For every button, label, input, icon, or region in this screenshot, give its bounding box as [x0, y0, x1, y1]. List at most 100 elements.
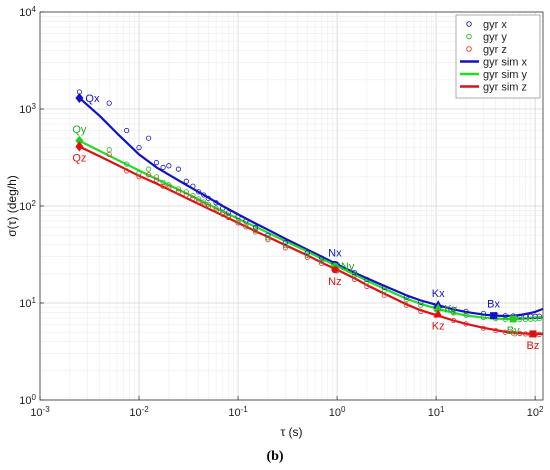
legend-label-4: gyr sim y	[483, 69, 528, 81]
series-point-0	[282, 239, 288, 246]
series-point-1	[183, 189, 189, 195]
series-point-0	[196, 189, 202, 195]
annotation-label-Ny: Ny	[341, 261, 355, 273]
series-point-0	[175, 166, 182, 172]
series-point-2	[418, 308, 424, 314]
y-tick-label: 103	[19, 102, 36, 117]
legend-swatch-1	[466, 33, 472, 40]
series-point-2	[304, 254, 310, 261]
series-point-2	[205, 204, 211, 210]
x-tick-label: 10-2	[129, 405, 149, 420]
grid	[39, 11, 543, 401]
legend-swatch-0	[466, 21, 472, 27]
series-point-2	[190, 195, 196, 201]
annotation-label-Qy: Qy	[72, 124, 87, 136]
series-point-0	[522, 313, 529, 319]
y-tick-label: 101	[19, 296, 36, 311]
y-tick-label: 102	[19, 199, 36, 214]
marker-Nz	[331, 266, 339, 274]
series-point-1	[190, 193, 196, 199]
series-point-0	[106, 100, 112, 106]
series-point-2	[175, 189, 182, 195]
series-point-0	[136, 145, 142, 151]
series-point-2	[235, 220, 241, 226]
series-point-1	[522, 316, 529, 323]
marker-Qy	[75, 135, 84, 146]
annotation-label-By: By	[507, 325, 520, 337]
legend-label-0: gyr x	[483, 19, 507, 31]
x-tick-label: 100	[329, 405, 346, 420]
annotation-label-Qx: Qx	[85, 93, 100, 105]
series-point-0	[243, 218, 249, 224]
tick-labels: 10-3 10-2 10-1 100 101 102 100 101 102 103 104	[19, 5, 544, 420]
series-point-1	[146, 166, 152, 172]
annotation-label-Nx: Nx	[328, 247, 342, 259]
series-point-2	[106, 151, 112, 158]
series-point-2	[517, 330, 523, 337]
series-point-2	[136, 174, 142, 180]
series-point-0	[319, 255, 325, 261]
series-point-2	[493, 327, 499, 334]
series-point-2	[463, 321, 469, 327]
series-point-1	[166, 182, 172, 188]
marker-Ky	[433, 303, 443, 312]
x-tick-label: 101	[428, 405, 445, 420]
legend-label-5: gyr sim z	[483, 81, 527, 93]
series-point-2	[213, 207, 219, 214]
legend-label-1: gyr y	[483, 31, 507, 43]
series-point-0	[536, 313, 542, 319]
series-point-0	[160, 164, 166, 170]
series-point-2	[510, 330, 516, 336]
series-point-0	[418, 299, 424, 305]
series-point-0	[146, 135, 152, 141]
legend-label-2: gyr z	[483, 44, 507, 56]
marker-Kz	[433, 309, 443, 318]
series-point-2	[351, 276, 358, 283]
series-point-0	[205, 195, 211, 201]
series-point-2	[282, 245, 288, 251]
series-point-2	[201, 202, 207, 208]
series-point-2	[225, 214, 232, 221]
series-point-0	[364, 276, 370, 283]
series-point-2	[403, 302, 409, 308]
series-point-1	[282, 243, 288, 249]
series-point-0	[450, 306, 457, 312]
series-point-2	[450, 317, 457, 324]
marker-Qz	[75, 141, 84, 152]
series-point-1	[153, 174, 160, 180]
series-point-2	[480, 325, 486, 331]
marker-Qx	[75, 92, 84, 103]
marker-By	[509, 315, 517, 323]
series-point-1	[235, 218, 241, 224]
series-point-1	[381, 287, 387, 293]
series-point-1	[160, 179, 166, 186]
marker-Bx	[490, 312, 498, 320]
series-point-1	[243, 222, 249, 228]
series-point-2	[252, 229, 259, 235]
series-point-1	[403, 297, 409, 303]
series-point-0	[403, 294, 409, 300]
series-point-1	[220, 209, 226, 215]
y-tick-label: 104	[19, 5, 36, 20]
annotation-label-Qz: Qz	[72, 153, 86, 165]
series-point-2	[124, 168, 130, 174]
series-point-0	[213, 200, 219, 206]
series-point-1	[175, 186, 182, 192]
series-point-2	[146, 172, 152, 178]
series-point-1	[225, 212, 232, 219]
legend-swatch-2	[466, 46, 472, 52]
series-line-5	[78, 145, 543, 335]
series-point-0	[480, 310, 486, 317]
series-point-0	[381, 284, 387, 290]
y-tick-label: 100	[19, 393, 36, 408]
legend-label-3: gyr sim x	[483, 56, 528, 68]
series-point-0	[502, 313, 508, 319]
series-point-2	[522, 331, 529, 337]
annotation-label-Kx: Kx	[432, 288, 445, 300]
series-point-1	[319, 258, 325, 264]
series-point-0	[190, 183, 196, 189]
series-point-2	[502, 329, 508, 335]
